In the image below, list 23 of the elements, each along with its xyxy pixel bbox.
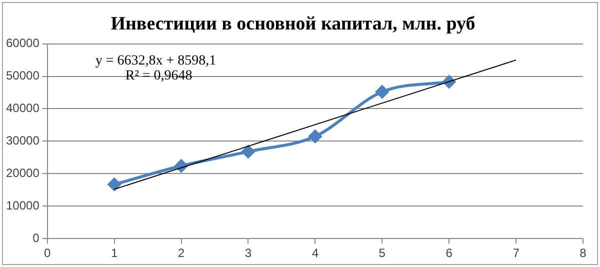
x-tick-label: 1 (110, 246, 118, 260)
x-tick-label: 2 (178, 246, 185, 260)
point (308, 130, 322, 143)
x-tick-label: 7 (512, 246, 520, 260)
x-tick-label: 8 (580, 246, 587, 260)
annotation: y = 6632,8x + 8598,1 (95, 53, 216, 68)
point (108, 178, 121, 191)
y-tick-label: 20000 (6, 166, 40, 180)
x-tick-label: 3 (244, 246, 252, 260)
annotation: R² = 0,9648 (125, 68, 192, 84)
y-tick-label: 10000 (6, 198, 40, 212)
point (242, 145, 255, 158)
y-tick-label: 40000 (6, 101, 40, 116)
y-tick-label: 30000 (6, 134, 40, 148)
y-tick-label: 0 (32, 230, 40, 245)
x-tick-label: 6 (446, 246, 453, 260)
y-tick-label: 60000 (6, 36, 40, 50)
x-tick-label: 5 (378, 246, 386, 260)
y-tick-label: 50000 (6, 68, 40, 83)
x-tick-label: 0 (44, 246, 52, 260)
point (376, 85, 389, 98)
x-tick-label: 4 (312, 246, 319, 260)
chart-title: Инвестиции в основной капитал, млн. руб (110, 13, 476, 34)
